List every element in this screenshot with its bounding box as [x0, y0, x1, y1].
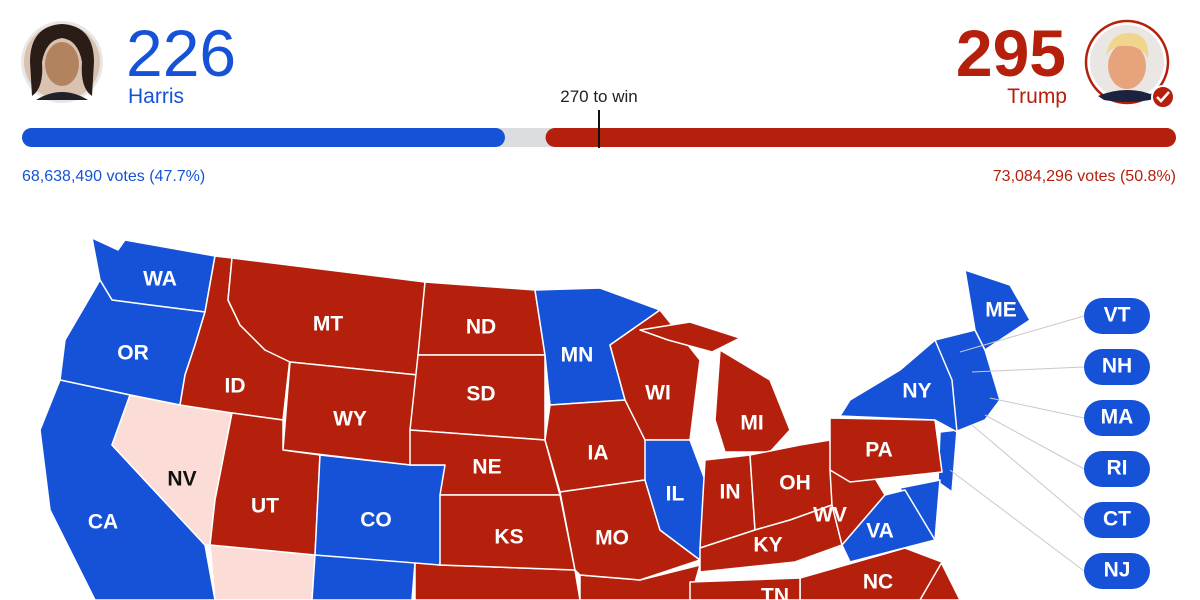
state-label: VA	[866, 520, 894, 543]
callout-line	[949, 469, 1085, 572]
threshold-label: 270 to win	[560, 87, 638, 106]
callout-line	[971, 424, 1085, 521]
state-label: SD	[466, 383, 495, 406]
trump-portrait	[1084, 19, 1175, 109]
callout-label: NJ	[1104, 559, 1131, 582]
popular-vote: 68,638,490 votes (47.7%)	[22, 168, 205, 185]
callout-pill	[1084, 349, 1150, 385]
state-label: MI	[740, 412, 763, 435]
state	[839, 339, 958, 433]
state	[841, 489, 936, 563]
callout-label: RI	[1107, 457, 1128, 480]
state-label: IL	[666, 483, 685, 506]
callout-line	[971, 366, 1085, 373]
state-label: NE	[472, 456, 501, 479]
state-label: NC	[863, 571, 893, 594]
state-label: CO	[360, 509, 392, 532]
state	[639, 321, 741, 353]
state-label: OR	[117, 342, 149, 365]
state-label: OH	[779, 472, 811, 495]
callout-line	[959, 315, 1085, 353]
state-label: CA	[88, 511, 118, 534]
state-label: WV	[813, 504, 847, 527]
electoral-votes: 226	[126, 16, 236, 90]
state-label: NV	[167, 468, 196, 491]
state	[689, 577, 801, 600]
state-label: WI	[645, 382, 671, 405]
popular-vote: 73,084,296 votes (50.8%)	[993, 168, 1176, 185]
callout-label: CT	[1103, 508, 1131, 531]
callout-label: MA	[1101, 406, 1134, 429]
state-label: WA	[143, 268, 177, 291]
callouts: VT NH MA RI CT NJ	[949, 298, 1150, 589]
state-label: UT	[251, 495, 279, 518]
state-label: PA	[865, 439, 893, 462]
state-label: WY	[333, 408, 367, 431]
electoral-bar	[22, 128, 505, 147]
state-label: IA	[588, 442, 609, 465]
callout-line	[989, 397, 1085, 419]
candidate-name: Trump	[1007, 85, 1067, 108]
state-label: NY	[902, 380, 931, 403]
state-label: MN	[561, 344, 594, 367]
state-label: TN	[761, 585, 789, 600]
state-label: ND	[466, 316, 496, 339]
state	[829, 469, 886, 546]
callout-pill	[1084, 400, 1150, 436]
callout-pill	[1084, 502, 1150, 538]
callout-pill	[1084, 298, 1150, 334]
electoral-votes: 295	[956, 16, 1066, 90]
state-label: MO	[595, 527, 629, 550]
candidate-name: Harris	[128, 85, 184, 108]
state-label: IN	[720, 481, 741, 504]
callout-label: VT	[1104, 304, 1131, 327]
state-label: MT	[313, 313, 343, 336]
callout-line	[984, 414, 1085, 470]
state	[714, 349, 791, 453]
callout-pill	[1084, 553, 1150, 589]
state-label: KS	[494, 526, 523, 549]
state-label: ME	[985, 299, 1017, 322]
state-label: ID	[225, 375, 246, 398]
map: WA OR CA NV ID MT WY UT CO ND SD NE KS MN IA MO WI IL MI IN…	[39, 237, 1031, 600]
state-label: KY	[753, 534, 782, 557]
callout-pill	[1084, 451, 1150, 487]
harris-portrait	[21, 21, 103, 103]
callout-label: NH	[1102, 355, 1132, 378]
state	[964, 269, 1031, 351]
electoral-bar	[545, 128, 1176, 147]
